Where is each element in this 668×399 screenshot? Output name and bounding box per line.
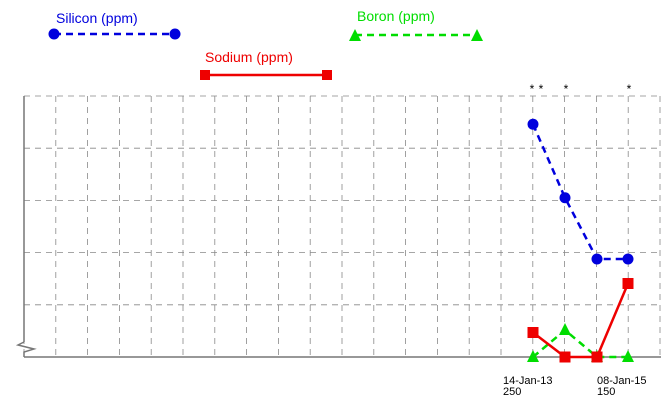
event-marker: * (627, 82, 632, 96)
x-tick-label: 14-Jan-13 (503, 375, 553, 387)
legend-item-silicon: Silicon (ppm) (48, 10, 181, 40)
x-tick-sublabel: 150 (597, 386, 615, 398)
event-markers: * * * * (530, 82, 632, 96)
data-point-boron (527, 350, 539, 362)
legend-marker-boron (471, 29, 483, 41)
legend-marker-sodium (322, 70, 332, 80)
data-point-boron (559, 323, 571, 336)
legend-label-silicon: Silicon (ppm) (56, 10, 138, 26)
data-point-sodium (527, 327, 539, 338)
legend-item-sodium: Sodium (ppm) (200, 49, 332, 80)
data-point-sodium (559, 351, 571, 363)
legend-marker-boron (349, 29, 361, 41)
data-point-silicon (527, 118, 539, 130)
data-point-boron (622, 350, 634, 362)
legend: Silicon (ppm) Sodium (ppm) Boron (ppm) (48, 8, 483, 80)
event-marker: * (530, 82, 535, 96)
y-axis-break (15, 341, 37, 357)
legend-marker-silicon (169, 28, 181, 40)
data-point-silicon (622, 253, 634, 265)
legend-marker-sodium (200, 70, 210, 80)
data-point-sodium (591, 351, 603, 363)
series-layer (527, 118, 634, 363)
data-point-sodium (622, 278, 634, 289)
legend-marker-silicon (48, 28, 60, 40)
data-point-silicon (559, 192, 571, 204)
series-line-sodium (532, 283, 630, 359)
grid (23, 95, 661, 357)
x-tick-label: 08-Jan-15 (597, 375, 647, 387)
data-point-silicon (591, 253, 603, 265)
series-line-boron (532, 328, 628, 359)
legend-label-sodium: Sodium (ppm) (205, 49, 293, 65)
series-line-silicon (531, 123, 628, 261)
legend-item-boron: Boron (ppm) (349, 8, 483, 41)
event-marker: * (564, 82, 569, 96)
event-marker: * (539, 82, 544, 96)
legend-label-boron: Boron (ppm) (357, 8, 435, 24)
axes (15, 96, 661, 358)
x-tick-sublabel: 250 (503, 386, 521, 398)
